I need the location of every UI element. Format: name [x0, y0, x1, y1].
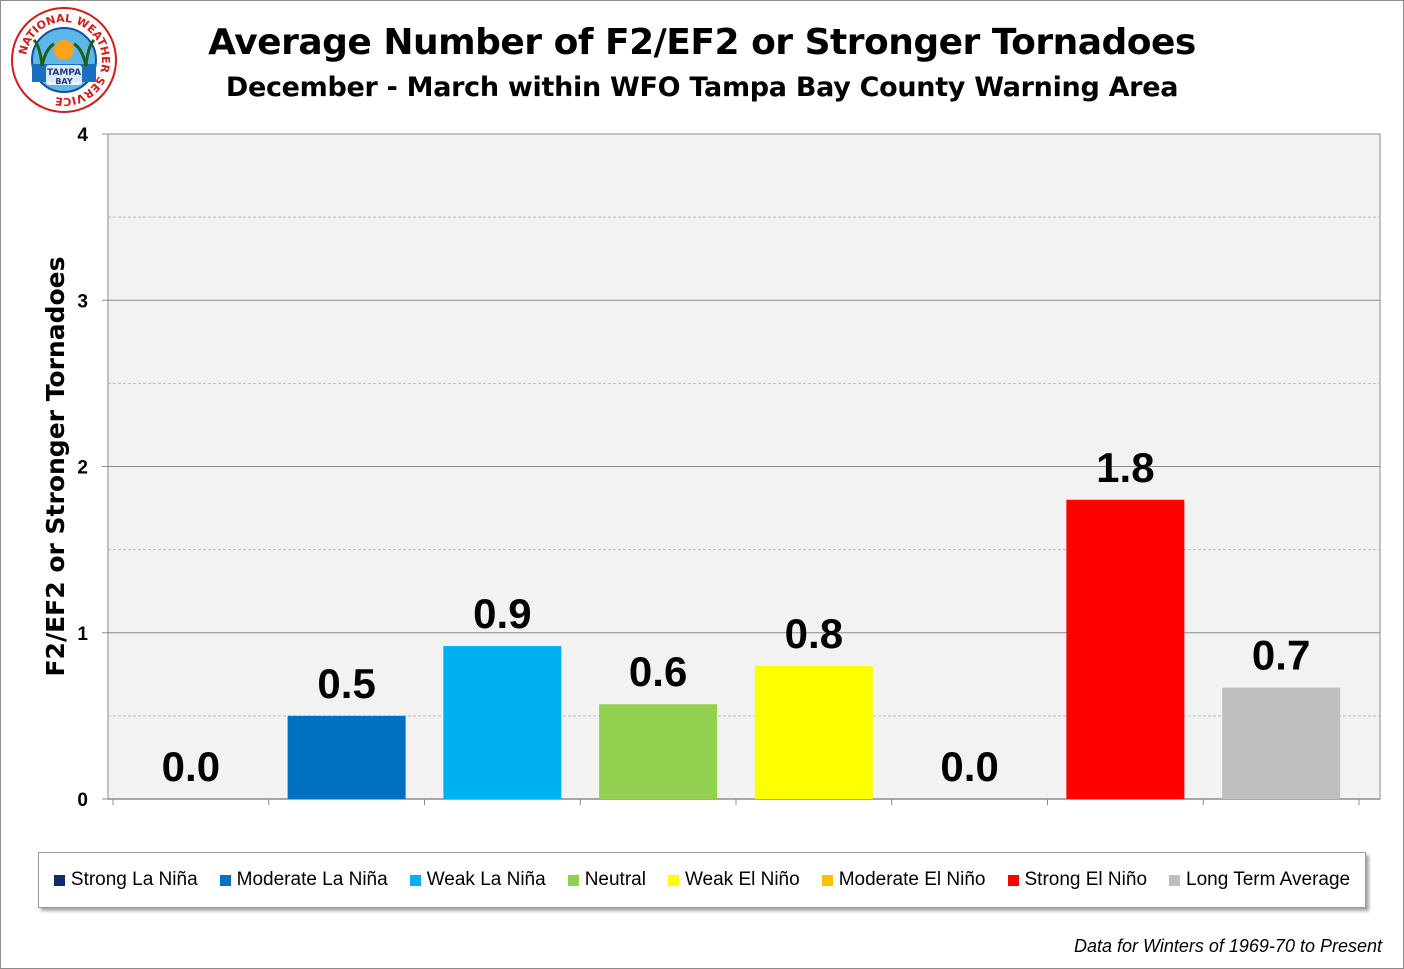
nws-logo-icon: NATIONAL WEATHER SERVICE TAMPA BAY: [11, 7, 117, 113]
chart-subtitle: December - March within WFO Tampa Bay Co…: [225, 72, 1179, 103]
data-label: 0.7: [1252, 632, 1310, 679]
legend-swatch: [409, 874, 421, 886]
legend-item: Moderate El Niño: [821, 869, 986, 891]
legend-swatch: [821, 874, 833, 886]
legend-item: Strong El Niño: [1007, 869, 1148, 891]
y-tick-label: 4: [77, 125, 88, 146]
legend-item: Weak El Niño: [667, 869, 800, 891]
y-axis-title: F2/EF2 or Stronger Tornadoes: [41, 256, 70, 676]
chart-legend: Strong La Niña Moderate La Niña Weak La Ni…: [38, 852, 1366, 908]
legend-swatch: [667, 874, 679, 886]
chart-title: Average Number of F2/EF2 or Stronger Tor…: [208, 22, 1196, 63]
legend-item: Weak La Niña: [409, 869, 546, 891]
legend-item: Neutral: [567, 869, 646, 891]
legend-swatch: [1007, 874, 1019, 886]
legend-item: Long Term Average: [1169, 869, 1350, 891]
y-tick-label: 2: [77, 458, 88, 479]
bar-strong-el-ni-o: [1066, 499, 1185, 799]
data-label: 0.9: [473, 590, 531, 637]
bar-moderate-la-ni-a: [287, 715, 406, 799]
legend-label: Weak El Niño: [684, 869, 800, 890]
legend-swatch: [219, 874, 231, 886]
legend-label: Long Term Average: [1186, 869, 1351, 890]
legend-swatch: [567, 874, 579, 886]
data-label: 0.0: [940, 743, 998, 790]
y-tick-label: 1: [77, 624, 88, 645]
legend-label: Moderate El Niño: [838, 869, 986, 890]
legend-item: Strong La Niña: [53, 869, 198, 891]
legend-label: Weak La Niña: [426, 869, 546, 890]
logo-center-bottom: BAY: [55, 77, 73, 86]
legend-swatch: [53, 874, 65, 886]
data-label: 0.8: [785, 610, 843, 657]
bar-weak-la-ni-a: [443, 646, 562, 799]
bar-neutral: [599, 704, 718, 799]
legend-item: Moderate La Niña: [219, 869, 388, 891]
legend-swatch: [1169, 874, 1181, 886]
logo-center-top: TAMPA: [47, 68, 81, 78]
y-tick-label: 0: [77, 790, 88, 811]
bar-long-term-average: [1222, 687, 1341, 799]
data-label: 0.5: [317, 660, 375, 707]
y-tick-label: 3: [77, 291, 88, 312]
bar-weak-el-ni-o: [754, 666, 873, 799]
footnote: Data for Winters of 1969-70 to Present: [1074, 936, 1382, 956]
data-label: 1.8: [1096, 444, 1154, 491]
legend-label: Strong El Niño: [1024, 869, 1148, 890]
legend-label: Neutral: [584, 869, 646, 890]
data-label: 0.0: [162, 743, 220, 790]
data-label: 0.6: [629, 648, 687, 695]
legend-label: Strong La Niña: [70, 869, 198, 890]
legend-label: Moderate La Niña: [236, 869, 388, 890]
